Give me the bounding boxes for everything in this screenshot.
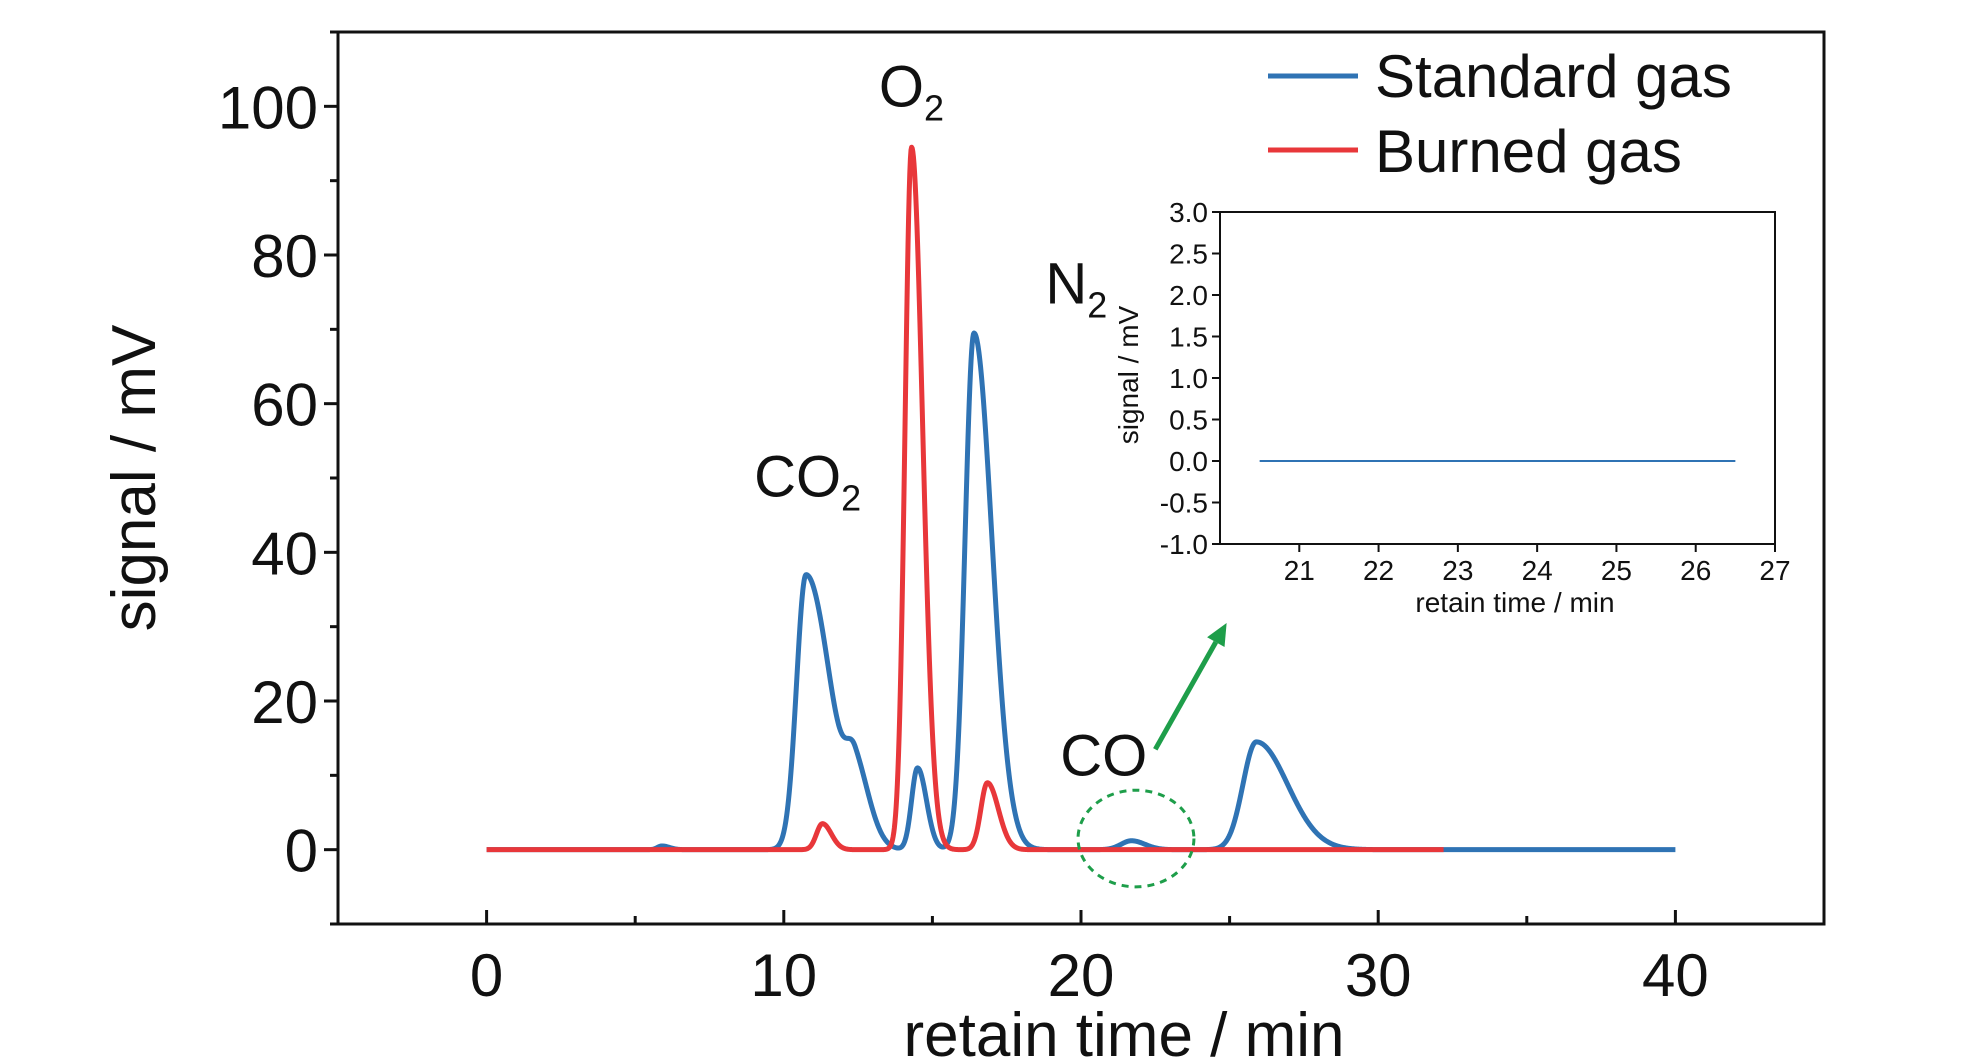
inset-x-tick-label: 25 [1601, 555, 1632, 586]
inset-x-axis: 21 22 23 24 25 26 27 [1284, 544, 1791, 586]
inset-plot-frame [1219, 211, 1776, 545]
inset-x-tick-label: 22 [1363, 555, 1394, 586]
legend-label-standard-gas: Standard gas [1375, 43, 1732, 110]
inset-y-tick-label: 0.0 [1169, 446, 1208, 477]
inset-x-axis-title: retain time / min [1415, 587, 1614, 618]
inset-x-tick-label: 26 [1680, 555, 1711, 586]
main-x-axis-title: retain time / min [903, 1001, 1344, 1063]
inset-y-axis: -1.0 -0.5 0.0 0.5 1.0 1.5 2.0 2.5 3.0 [1160, 197, 1220, 560]
main-annotations [1076, 622, 1227, 889]
main-x-tick-label: 10 [750, 942, 817, 1009]
peak-label-o2: O2 [879, 54, 944, 128]
peak-label-co: CO [1060, 723, 1147, 788]
main-x-tick-label: 30 [1345, 942, 1412, 1009]
inset-x-tick-label: 24 [1522, 555, 1553, 586]
main-x-tick-label: 0 [470, 942, 503, 1009]
peak-label-n2: N2 [1045, 251, 1107, 325]
main-y-tick-label: 40 [251, 520, 318, 587]
inset-y-tick-label: 3.0 [1169, 197, 1208, 228]
inset-x-tick-label: 27 [1759, 555, 1790, 586]
inset-y-tick-label: 2.0 [1169, 280, 1208, 311]
main-y-tick-label: 0 [285, 818, 318, 885]
zoom-arrow-shaft [1153, 640, 1218, 751]
inset-x-tick-label: 23 [1442, 555, 1473, 586]
zoom-arrow-head [1207, 622, 1227, 648]
main-y-tick-label: 100 [218, 74, 318, 141]
series-line-burned-gas [484, 144, 1446, 853]
co-region-dashed-ellipse [1076, 788, 1196, 889]
main-x-axis: 0 10 20 30 40 [336, 910, 1826, 1009]
inset-y-tick-label: -1.0 [1160, 529, 1208, 560]
peak-labels: CO2 O2 N2 CO [754, 54, 1147, 788]
legend-label-burned-gas: Burned gas [1375, 118, 1682, 185]
main-y-tick-label: 60 [251, 372, 318, 439]
inset-y-tick-label: 1.0 [1169, 363, 1208, 394]
main-x-tick-label: 20 [1048, 942, 1115, 1009]
main-y-tick-label: 20 [251, 669, 318, 736]
main-chart: 0 10 20 30 40 0 20 40 60 80 100 CO2 O2 N2 CO retain … [100, 30, 1826, 1063]
main-y-axis: 0 20 40 60 80 100 [218, 30, 338, 926]
legend: Standard gas Burned gas [1268, 43, 1732, 185]
inset-x-tick-label: 21 [1284, 555, 1315, 586]
main-series-group [484, 144, 1678, 853]
inset-y-tick-label: 1.5 [1169, 322, 1208, 353]
inset-y-tick-label: -0.5 [1160, 488, 1208, 519]
inset-y-tick-label: 2.5 [1169, 239, 1208, 270]
inset-chart: 21 22 23 24 25 26 27 -1.0 -0.5 0.0 0.5 1.0 1.5 2.0 2.… [1113, 197, 1791, 618]
inset-y-tick-label: 0.5 [1169, 405, 1208, 436]
inset-y-axis-title: signal / mV [1113, 305, 1144, 444]
main-y-tick-label: 80 [251, 223, 318, 290]
peak-label-co2: CO2 [754, 445, 861, 519]
main-x-tick-label: 40 [1642, 942, 1709, 1009]
main-y-axis-title: signal / mV [100, 324, 169, 631]
